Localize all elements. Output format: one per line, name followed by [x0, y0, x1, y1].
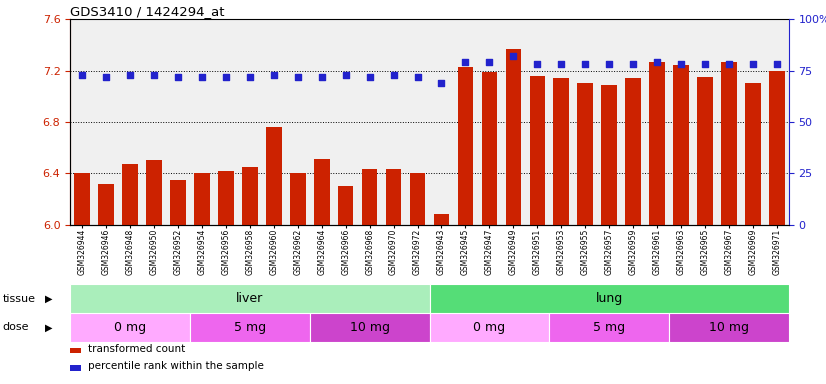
- Bar: [266, 127, 282, 225]
- Text: 10 mg: 10 mg: [709, 321, 749, 334]
- Text: dose: dose: [2, 322, 29, 333]
- Point: [411, 74, 425, 80]
- Bar: [242, 167, 258, 225]
- Bar: [314, 159, 330, 225]
- Bar: [506, 49, 521, 225]
- Bar: [430, 313, 549, 342]
- Point: [195, 74, 208, 80]
- Point: [268, 71, 281, 78]
- Bar: [194, 173, 210, 225]
- Point: [148, 71, 161, 78]
- Text: liver: liver: [236, 292, 263, 305]
- Bar: [70, 365, 81, 371]
- Bar: [673, 65, 689, 225]
- Bar: [310, 313, 430, 342]
- Point: [76, 71, 89, 78]
- Text: GDS3410 / 1424294_at: GDS3410 / 1424294_at: [70, 5, 225, 18]
- Bar: [458, 67, 473, 225]
- Point: [555, 61, 568, 68]
- Bar: [70, 284, 430, 313]
- Bar: [721, 61, 737, 225]
- Bar: [529, 76, 545, 225]
- Bar: [70, 313, 190, 342]
- Bar: [122, 164, 138, 225]
- Point: [172, 74, 185, 80]
- Text: tissue: tissue: [2, 293, 36, 304]
- Point: [482, 59, 496, 65]
- Text: 5 mg: 5 mg: [593, 321, 625, 334]
- Point: [770, 61, 783, 68]
- Bar: [482, 72, 497, 225]
- Point: [292, 74, 305, 80]
- Bar: [697, 77, 713, 225]
- Point: [722, 61, 735, 68]
- Bar: [601, 85, 617, 225]
- Point: [459, 59, 472, 65]
- Point: [363, 74, 377, 80]
- Text: ▶: ▶: [45, 322, 52, 333]
- Point: [124, 71, 137, 78]
- Point: [244, 74, 257, 80]
- Point: [220, 74, 233, 80]
- Text: lung: lung: [596, 292, 623, 305]
- Text: transformed count: transformed count: [88, 344, 185, 354]
- Bar: [386, 169, 401, 225]
- Text: ▶: ▶: [45, 293, 52, 304]
- Point: [530, 61, 544, 68]
- Text: 5 mg: 5 mg: [234, 321, 266, 334]
- Bar: [769, 71, 785, 225]
- Bar: [410, 173, 425, 225]
- Bar: [146, 161, 162, 225]
- Point: [746, 61, 759, 68]
- Bar: [649, 61, 665, 225]
- Point: [651, 59, 664, 65]
- Point: [339, 71, 352, 78]
- Point: [578, 61, 591, 68]
- Bar: [290, 173, 306, 225]
- Point: [674, 61, 687, 68]
- Bar: [553, 78, 569, 225]
- Point: [626, 61, 639, 68]
- Text: 10 mg: 10 mg: [349, 321, 390, 334]
- Point: [434, 80, 448, 86]
- Bar: [98, 184, 114, 225]
- Point: [602, 61, 615, 68]
- Bar: [362, 169, 377, 225]
- Point: [387, 71, 401, 78]
- Bar: [190, 313, 310, 342]
- Bar: [434, 214, 449, 225]
- Bar: [430, 284, 789, 313]
- Text: percentile rank within the sample: percentile rank within the sample: [88, 361, 263, 371]
- Bar: [170, 180, 186, 225]
- Bar: [218, 171, 234, 225]
- Bar: [74, 173, 90, 225]
- Bar: [338, 186, 354, 225]
- Bar: [577, 83, 593, 225]
- Point: [699, 61, 712, 68]
- Bar: [549, 313, 669, 342]
- Bar: [745, 83, 761, 225]
- Bar: [625, 78, 641, 225]
- Text: 0 mg: 0 mg: [473, 321, 506, 334]
- Point: [507, 53, 520, 59]
- Text: 0 mg: 0 mg: [114, 321, 146, 334]
- Point: [100, 74, 113, 80]
- Bar: [669, 313, 789, 342]
- Bar: [70, 348, 81, 353]
- Point: [316, 74, 329, 80]
